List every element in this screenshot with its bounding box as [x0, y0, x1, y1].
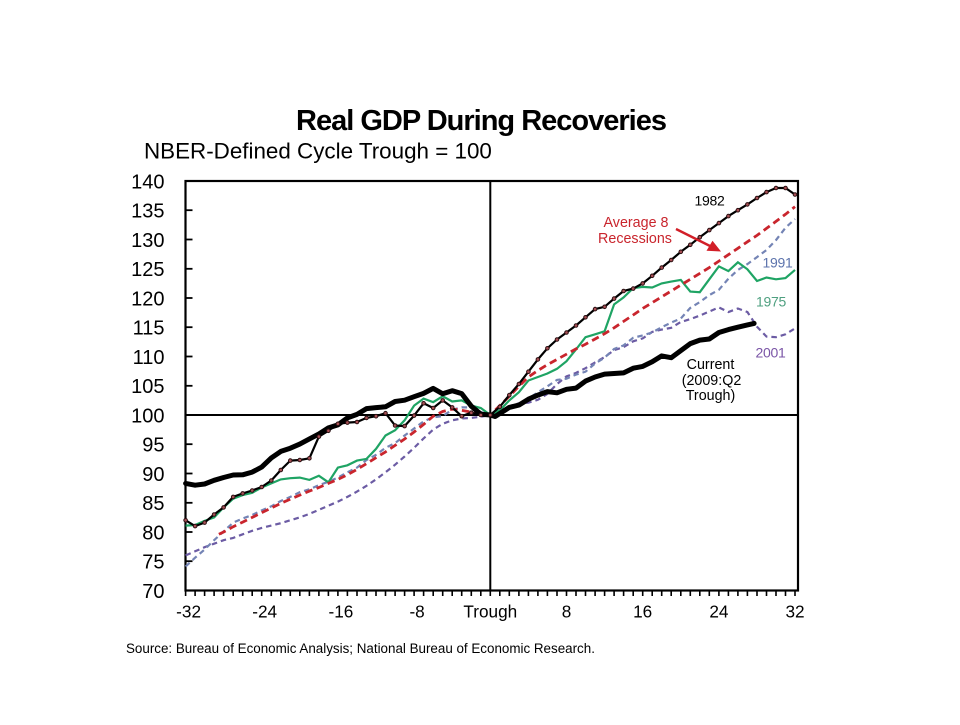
- svg-text:110: 110: [133, 347, 165, 369]
- svg-text:130: 130: [131, 230, 164, 252]
- svg-text:2001: 2001: [756, 345, 786, 361]
- svg-text:1975: 1975: [756, 294, 786, 310]
- svg-text:Real GDP During Recoveries: Real GDP During Recoveries: [296, 105, 666, 137]
- svg-text:Source: Bureau of Economic Ana: Source: Bureau of Economic Analysis; Nat…: [126, 641, 595, 656]
- svg-text:95: 95: [142, 435, 164, 457]
- svg-text:32: 32: [785, 602, 804, 622]
- svg-text:90: 90: [142, 464, 164, 486]
- svg-text:Average 8: Average 8: [604, 215, 669, 231]
- svg-text:Recessions: Recessions: [598, 231, 672, 247]
- svg-text:70: 70: [142, 581, 164, 603]
- svg-text:1982: 1982: [695, 193, 725, 209]
- svg-text:-16: -16: [328, 602, 353, 622]
- svg-text:1991: 1991: [763, 255, 793, 271]
- svg-text:125: 125: [131, 259, 164, 281]
- svg-text:75: 75: [142, 552, 164, 574]
- svg-text:100: 100: [131, 405, 164, 427]
- svg-text:135: 135: [131, 201, 164, 223]
- svg-text:140: 140: [131, 171, 164, 193]
- svg-text:-32: -32: [176, 602, 201, 622]
- svg-text:115: 115: [133, 318, 165, 340]
- svg-text:NBER-Defined Cycle Trough = 10: NBER-Defined Cycle Trough = 100: [144, 139, 492, 164]
- svg-text:Trough: Trough: [463, 602, 517, 622]
- svg-text:105: 105: [131, 376, 164, 398]
- svg-text:Current: Current: [687, 357, 735, 373]
- svg-text:24: 24: [709, 602, 729, 622]
- svg-text:80: 80: [142, 522, 164, 544]
- svg-text:Trough): Trough): [686, 388, 736, 404]
- svg-text:120: 120: [131, 288, 164, 310]
- svg-text:(2009:Q2: (2009:Q2: [682, 373, 742, 389]
- svg-text:8: 8: [562, 602, 572, 622]
- svg-text:85: 85: [142, 493, 164, 515]
- svg-text:-8: -8: [409, 602, 424, 622]
- svg-text:-24: -24: [252, 602, 277, 622]
- svg-text:16: 16: [633, 602, 652, 622]
